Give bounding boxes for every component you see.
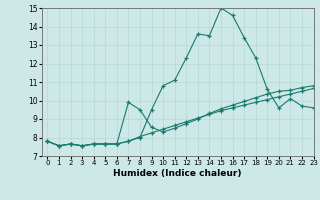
X-axis label: Humidex (Indice chaleur): Humidex (Indice chaleur) (113, 169, 242, 178)
